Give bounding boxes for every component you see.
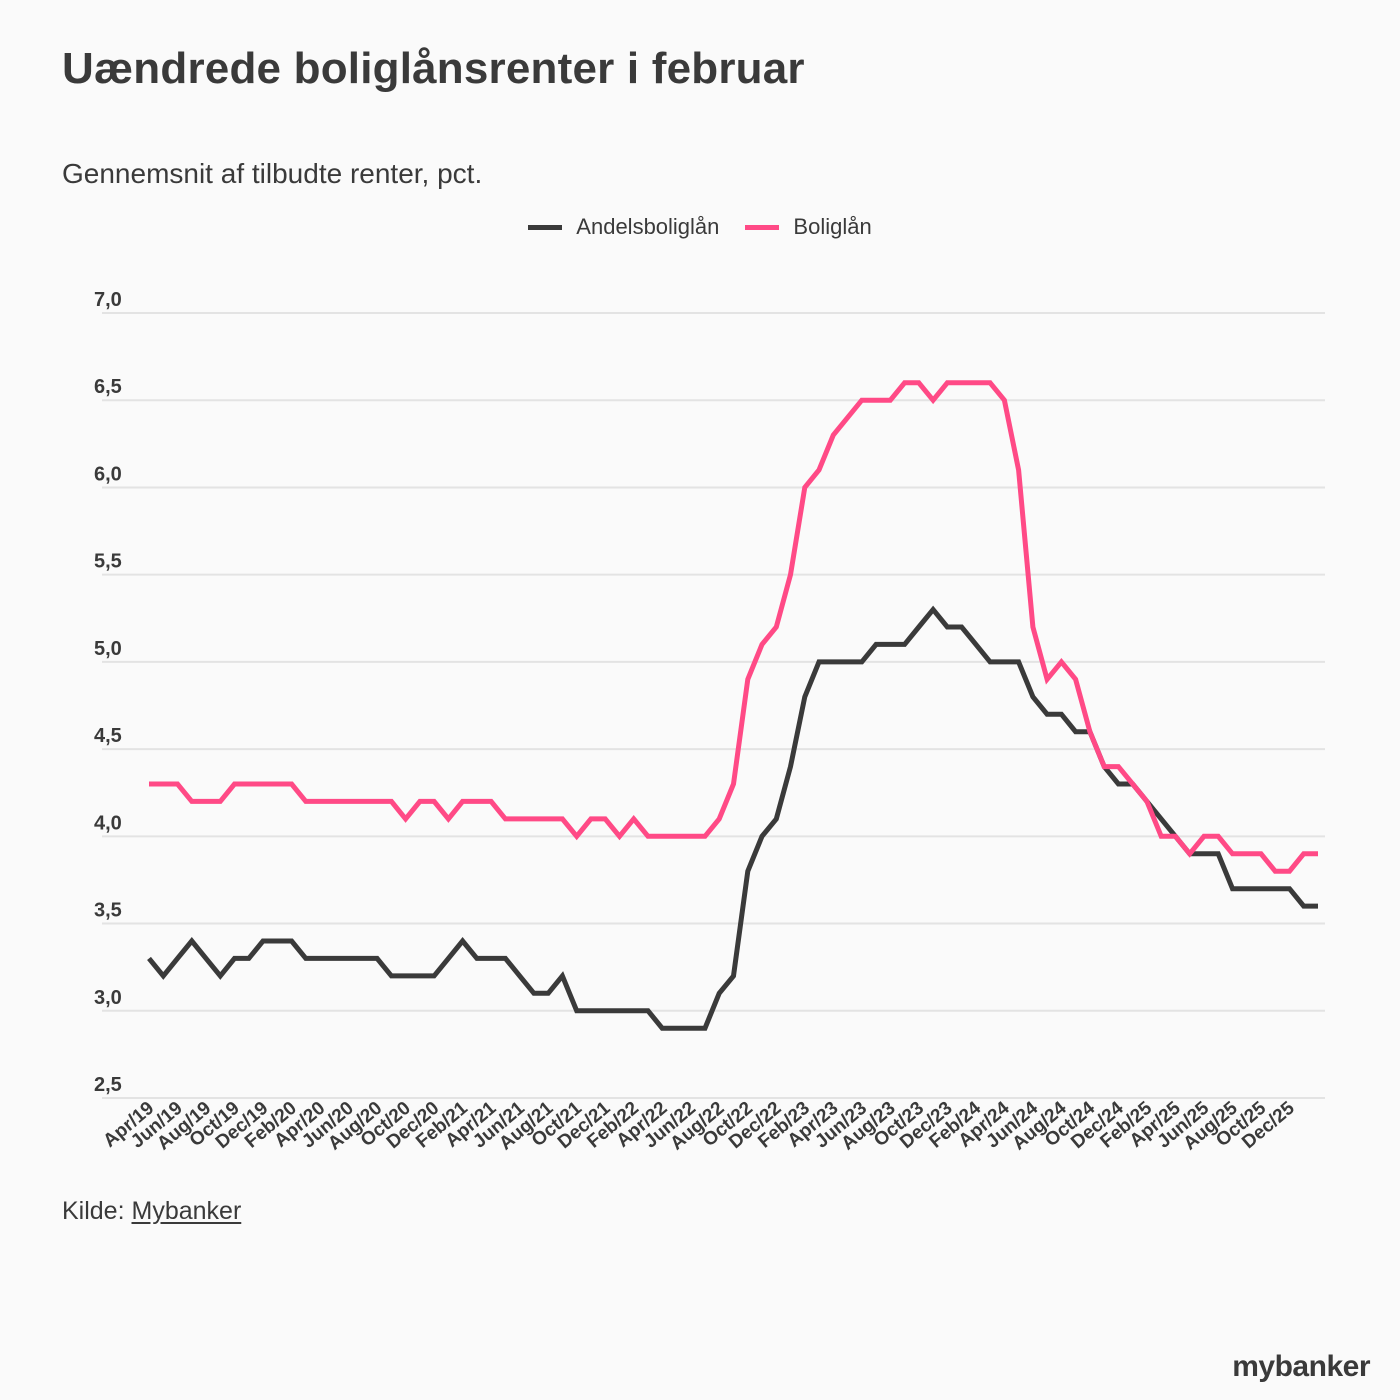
y-axis-tick-labels: 2,5 3,0 3,5 4,0 4,5 5,0 5,5 6,0 6,5 7,0 [94,289,122,1096]
legend-item-boliglan[interactable]: Boliglån [745,214,872,240]
y-tick-label: 2,5 [94,1074,122,1096]
series-line-andelsboliglan [147,605,1318,1031]
series-lines [147,380,1318,1031]
y-tick-label: 4,5 [94,725,122,747]
y-tick-label: 3,5 [94,900,122,922]
legend-label-andelsboliglan: Andelsboliglån [576,214,720,239]
gridlines [102,312,1325,1099]
mybanker-logo: mybanker [1232,1350,1370,1383]
x-axis-tick-labels: Apr/19Jun/19Aug/19Oct/19Dec/19Feb/20Apr/… [99,1097,1299,1154]
chart-subtitle: Gennemsnit af tilbudte renter, pct. [62,158,483,189]
y-tick-label: 5,0 [94,638,122,660]
series-line-boliglan [149,380,1318,874]
legend-item-andelsboliglan[interactable]: Andelsboliglån [528,214,719,240]
y-tick-label: 4,0 [94,812,122,834]
legend-label-boliglan: Boliglån [793,214,872,239]
y-tick-label: 6,0 [94,463,122,485]
legend-swatch-andelsboliglan [528,224,563,230]
legend: Andelsboliglån Boliglån [0,214,1400,240]
source-prefix: Kilde: [62,1197,125,1225]
y-tick-label: 7,0 [94,289,122,311]
y-tick-label: 3,0 [94,987,122,1009]
y-tick-label: 6,5 [94,376,122,398]
legend-swatch-boliglan [745,224,780,230]
source-note: Kilde: Mybanker [62,1197,241,1226]
y-tick-label: 5,5 [94,551,122,573]
chart-title: Uændrede boliglånsrenter i februar [62,44,805,93]
source-link[interactable]: Mybanker [131,1197,242,1225]
